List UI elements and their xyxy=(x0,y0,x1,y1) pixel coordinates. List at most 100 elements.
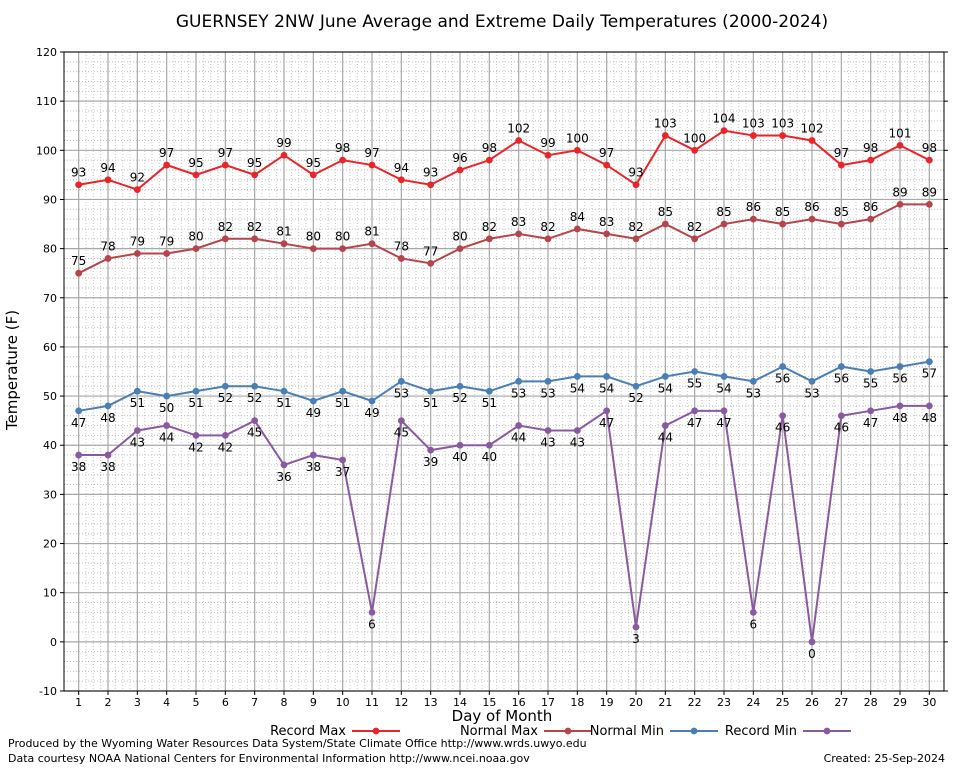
data-point-record-min xyxy=(632,623,640,631)
y-tick-label: 60 xyxy=(43,341,57,354)
data-point-normal-min xyxy=(896,363,904,370)
series-record-max: 93 94 92 97 95 97 95 99 95 98 97 94 93 96 98 102 99 100 97… xyxy=(71,112,937,194)
data-point-normal-max xyxy=(632,235,640,243)
data-label-record-max: 97 xyxy=(159,146,174,160)
data-label-normal-max: 83 xyxy=(599,215,614,229)
data-point-record-max xyxy=(280,151,288,159)
data-point-normal-max xyxy=(603,230,611,238)
series-line-normal-max xyxy=(78,203,930,275)
data-label-record-min: 47 xyxy=(863,416,878,430)
data-point-record-min xyxy=(720,407,728,415)
data-label-normal-max: 82 xyxy=(247,220,262,234)
data-label-normal-max: 86 xyxy=(746,200,761,214)
data-point-record-min xyxy=(163,422,171,429)
x-tick-label: 30 xyxy=(922,696,936,709)
data-label-record-max: 93 xyxy=(71,166,86,180)
data-label-record-max: 103 xyxy=(742,117,765,131)
x-tick-label: 3 xyxy=(134,696,141,709)
data-point-normal-min xyxy=(661,373,669,380)
data-point-normal-max xyxy=(661,220,669,228)
data-label-normal-min: 57 xyxy=(922,367,937,381)
data-label-normal-min: 47 xyxy=(71,416,86,430)
data-label-normal-min: 51 xyxy=(130,396,145,410)
data-point-record-max xyxy=(251,171,259,179)
data-label-normal-max: 81 xyxy=(276,225,291,239)
data-label-record-min: 3 xyxy=(632,632,640,646)
data-label-record-min: 40 xyxy=(452,450,467,464)
data-label-record-min: 46 xyxy=(775,421,790,435)
data-point-normal-min xyxy=(837,363,845,370)
data-point-normal-max xyxy=(749,215,757,223)
data-point-normal-min xyxy=(397,377,405,385)
data-label-record-max: 102 xyxy=(801,121,824,135)
data-point-record-max xyxy=(837,161,845,169)
data-label-record-min: 44 xyxy=(658,431,673,445)
footer-created-date: Created: 25-Sep-2024 xyxy=(824,752,945,765)
data-point-normal-min xyxy=(339,387,347,395)
x-tick-label: 21 xyxy=(658,696,672,709)
data-label-normal-max: 78 xyxy=(394,239,409,253)
data-label-record-max: 94 xyxy=(394,161,409,175)
data-point-normal-min xyxy=(720,373,728,380)
data-point-record-min xyxy=(603,407,611,415)
data-label-record-min: 38 xyxy=(100,460,115,474)
data-point-normal-max xyxy=(339,245,347,253)
data-label-record-max: 98 xyxy=(482,141,497,155)
legend-label-record-min: Record Min xyxy=(725,724,797,739)
data-label-normal-max: 82 xyxy=(482,220,497,234)
data-label-record-max: 95 xyxy=(247,156,262,170)
data-point-normal-max xyxy=(779,220,787,228)
data-point-record-max xyxy=(133,186,141,194)
data-label-normal-max: 79 xyxy=(130,235,145,249)
data-label-record-max: 100 xyxy=(683,131,706,145)
y-tick-label: 120 xyxy=(36,46,57,59)
data-point-record-min xyxy=(544,427,552,434)
y-tick-label: 100 xyxy=(36,144,57,157)
data-point-record-min xyxy=(339,456,347,464)
data-label-normal-min: 52 xyxy=(628,391,643,405)
data-label-normal-max: 84 xyxy=(570,210,585,224)
data-label-record-min: 6 xyxy=(368,617,376,631)
y-tick-label: 90 xyxy=(43,193,57,206)
data-point-normal-max xyxy=(456,245,464,253)
x-tick-label: 8 xyxy=(281,696,288,709)
y-tick-label: 70 xyxy=(43,292,57,305)
x-tick-label: 5 xyxy=(193,696,200,709)
legend-label-normal-max: Normal Max xyxy=(460,724,538,739)
series-normal-max: 75 78 79 79 80 82 82 81 80 80 81 78 77 80 82 83 82 84 83 82… xyxy=(71,185,937,277)
data-label-normal-max: 75 xyxy=(71,254,86,268)
data-point-normal-min xyxy=(603,373,611,380)
data-point-record-min xyxy=(368,608,376,616)
data-label-normal-max: 89 xyxy=(922,185,937,199)
x-tick-label: 24 xyxy=(746,696,760,709)
data-label-normal-min: 51 xyxy=(188,396,203,410)
data-point-normal-max xyxy=(133,250,141,257)
x-tick-label: 4 xyxy=(163,696,170,709)
x-tick-label: 14 xyxy=(453,696,467,709)
data-label-record-min: 36 xyxy=(276,470,291,484)
data-point-record-max xyxy=(573,146,581,154)
data-label-normal-min: 52 xyxy=(452,391,467,405)
data-point-record-min xyxy=(221,432,229,439)
y-tick-label: 80 xyxy=(43,243,57,256)
data-point-record-max xyxy=(867,156,875,164)
data-point-record-max xyxy=(309,171,317,179)
data-label-normal-max: 85 xyxy=(834,205,849,219)
data-label-record-min: 45 xyxy=(247,426,262,440)
data-point-record-min xyxy=(133,427,141,434)
data-label-record-min: 39 xyxy=(423,455,438,469)
data-point-normal-max xyxy=(837,220,845,228)
data-label-record-min: 44 xyxy=(511,431,526,445)
x-tick-label: 2 xyxy=(105,696,112,709)
data-point-record-min xyxy=(515,422,523,429)
data-label-normal-min: 53 xyxy=(746,386,761,400)
data-label-record-min: 38 xyxy=(71,460,86,474)
data-label-record-min: 48 xyxy=(922,411,937,425)
data-point-normal-max xyxy=(485,235,493,243)
data-point-record-max xyxy=(192,171,200,179)
plot-frame xyxy=(63,51,945,692)
data-point-normal-min xyxy=(368,397,376,405)
y-tick-label: 50 xyxy=(43,390,57,403)
